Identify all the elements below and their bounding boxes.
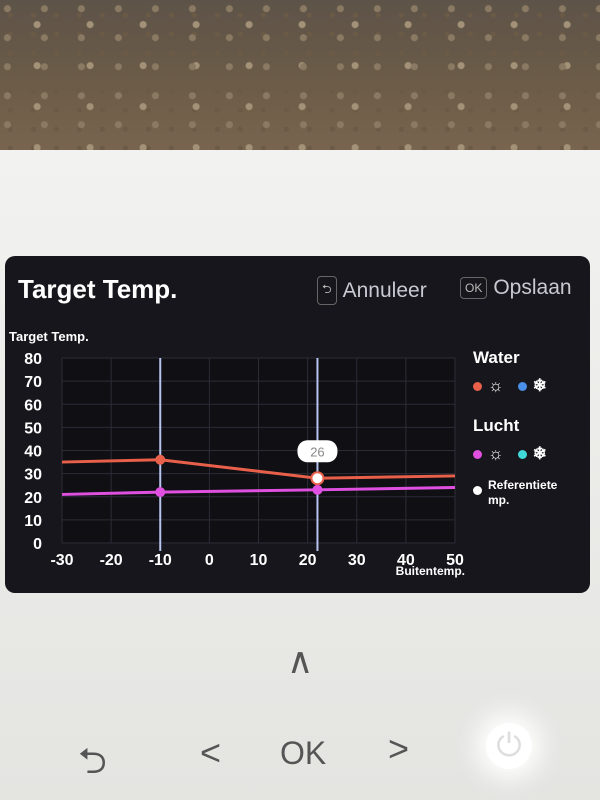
value-tooltip (297, 440, 338, 463)
x-axis-label: Buitentemp. (396, 564, 465, 578)
selected-point (310, 471, 325, 486)
y-tick-label: 70 (24, 374, 42, 391)
sun-icon: ☼ (488, 444, 504, 463)
ok-button[interactable]: OK (280, 735, 327, 771)
x-tick-label: 10 (250, 552, 268, 569)
back-button[interactable]: ⮌ (78, 740, 107, 781)
series-line-water (61, 458, 456, 480)
data-point (155, 487, 166, 498)
data-point (312, 484, 323, 495)
series-line-lucht (61, 486, 456, 496)
y-tick-label: 50 (24, 420, 42, 437)
snowflake-icon: ❄ (532, 376, 547, 395)
y-tick-label: 40 (24, 444, 42, 461)
background-wall (0, 0, 600, 158)
reference-dot (473, 486, 482, 495)
reference-label-2: mp. (488, 493, 510, 507)
back-key-icon: ⮌ (317, 276, 337, 305)
data-point (155, 454, 166, 465)
save-label: Opslaan (493, 276, 572, 299)
y-tick-label: 30 (24, 467, 42, 484)
legend-reference: Referentiete mp. (473, 478, 557, 508)
right-button[interactable]: > (388, 728, 410, 769)
ok-key-icon: OK (460, 277, 488, 299)
save-button[interactable]: OK Opslaan (460, 276, 572, 300)
y-tick-label: 0 (33, 536, 42, 553)
y-tick-label: 80 (24, 351, 42, 368)
up-button[interactable]: ∧ (287, 640, 314, 681)
x-tick-label: 20 (299, 552, 317, 569)
legend: Water ☼ ❄ Lucht ☼ ❄ Referentiete mp. (473, 348, 557, 508)
x-tick-label: -10 (149, 552, 172, 569)
x-tick-label: 50 (446, 552, 464, 569)
x-tick-label: 0 (205, 552, 214, 569)
sun-icon: ☼ (488, 376, 504, 395)
y-tick-label: 10 (24, 513, 42, 530)
power-button[interactable]: ⏻ (486, 723, 532, 769)
page-title: Target Temp. (18, 274, 178, 304)
x-tick-label: 30 (348, 552, 366, 569)
water-cool-dot (517, 381, 527, 391)
cancel-label: Annuleer (342, 278, 427, 302)
x-tick-label: 40 (397, 552, 415, 569)
legend-water-heading: Water (473, 348, 520, 367)
y-tick-label: 60 (24, 397, 42, 414)
water-heat-dot (473, 381, 482, 391)
lucht-cool-dot (517, 449, 527, 459)
x-tick-label: -30 (50, 552, 73, 569)
x-tick-label: -20 (100, 552, 123, 569)
screen: Target Temp. ⮌ Annuleer OK Opslaan Targe… (5, 256, 590, 593)
legend-lucht-heading: Lucht (473, 416, 520, 435)
left-button[interactable]: < (200, 732, 222, 773)
y-axis-label: Target Temp. (9, 329, 89, 344)
value-tooltip-text: 26 (310, 444, 324, 459)
reference-label-1: Referentiete (488, 478, 558, 492)
snowflake-icon: ❄ (532, 444, 547, 463)
power-icon: ⏻ (496, 727, 522, 763)
lucht-heat-dot (473, 449, 482, 459)
y-tick-label: 20 (24, 490, 42, 507)
cancel-button[interactable]: ⮌ Annuleer (317, 276, 427, 305)
